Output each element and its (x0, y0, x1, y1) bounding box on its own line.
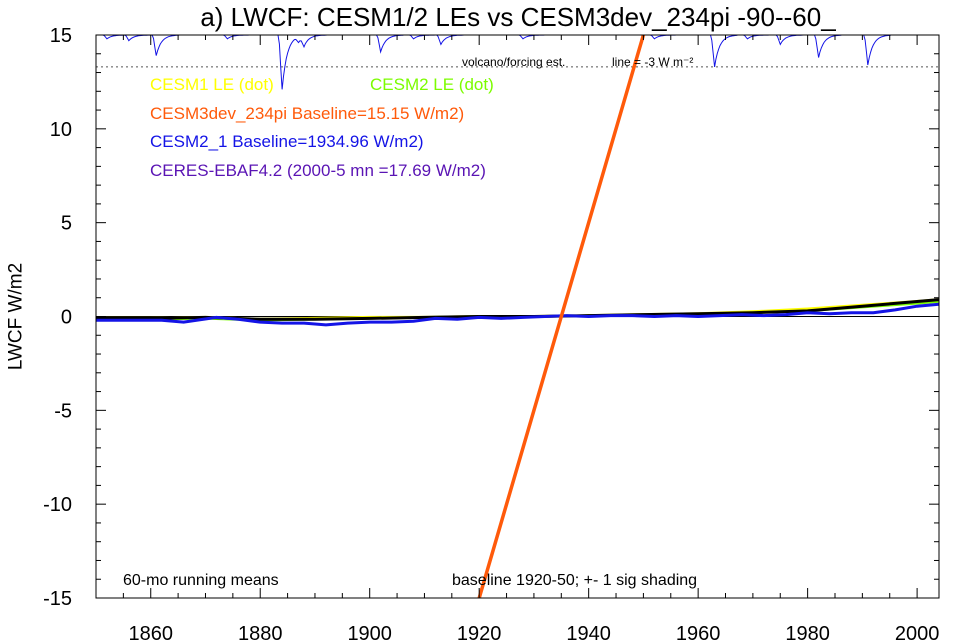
x-tick-label: 1880 (238, 623, 283, 641)
legend-entry-cesm1-le: CESM1 LE (dot) (150, 75, 274, 94)
y-tick-label: -15 (43, 588, 72, 610)
line-annotation: line = -3 W m⁻² (612, 55, 693, 69)
x-tick-label: 1920 (457, 623, 502, 641)
y-tick-label: 15 (50, 25, 72, 47)
legend-entry-cesm2-le: CESM2 LE (dot) (370, 75, 494, 94)
legend-entry-cesm2-1: CESM2_1 Baseline=1934.96 W/m2) (150, 132, 424, 151)
running-means-annotation: 60-mo running means (123, 572, 279, 589)
y-tick-label: -5 (54, 400, 72, 422)
x-tick-label: 1860 (128, 623, 173, 641)
legend: CESM1 LE (dot) CESM2 LE (dot) CESM3dev_2… (150, 75, 494, 180)
plot-frame: 1860 1880 1900 1920 1940 1960 1980 2000 -15 -10 -5… (43, 25, 940, 641)
y-tick-label: 5 (61, 213, 72, 235)
y-axis-label: LWCF W/m2 (6, 263, 27, 370)
x-tick-label: 1980 (785, 623, 830, 641)
cesm2-1-line (96, 302, 939, 327)
y-tick-label: 0 (61, 307, 72, 329)
cesm3dev-line (477, 35, 646, 598)
x-tick-label: 1900 (347, 623, 392, 641)
legend-entry-ceres-ebaf: CERES-EBAF4.2 (2000-5 mn =17.69 W/m2) (150, 161, 486, 180)
chart-title: a) LWCF: CESM1/2 LEs vs CESM3dev_234pi -… (200, 2, 836, 32)
y-tick-label: -10 (43, 494, 72, 516)
volcano-annotation: volcano/forcing est. (462, 55, 565, 69)
x-tick-label: 1940 (566, 623, 611, 641)
baseline-annotation: baseline 1920-50; +- 1 sig shading (452, 572, 697, 589)
x-tick-label: 2000 (895, 623, 940, 641)
y-tick-label: 10 (50, 119, 72, 141)
x-tick-label: 1960 (676, 623, 721, 641)
legend-entry-cesm3dev: CESM3dev_234pi Baseline=15.15 W/m2) (150, 104, 464, 123)
